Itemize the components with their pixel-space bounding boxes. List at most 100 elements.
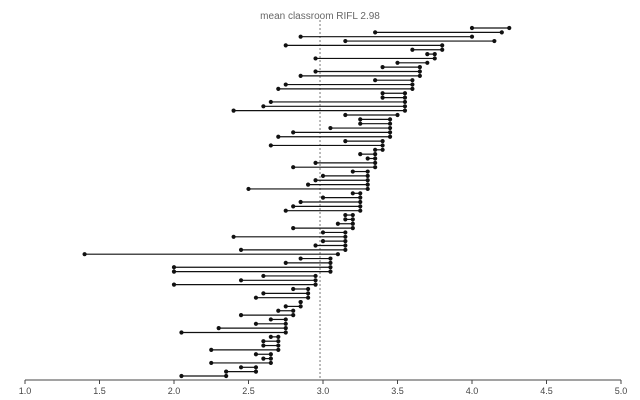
dumbbell-start-point	[358, 121, 363, 126]
dumbbell-row	[253, 352, 273, 357]
dumbbell-end-point	[373, 165, 378, 170]
dumbbell-end-point	[313, 278, 318, 283]
dumbbell-start-point	[298, 256, 303, 261]
dumbbell-start-point	[261, 343, 266, 348]
dumbbell-row	[238, 247, 348, 252]
dumbbell-row	[358, 152, 378, 157]
dumbbell-start-point	[380, 95, 385, 100]
dumbbell-row	[425, 52, 437, 57]
dumbbell-row	[365, 156, 378, 161]
dumbbell-end-point	[492, 38, 497, 44]
dumbbell-end-point	[343, 239, 348, 244]
dumbbell-row	[238, 313, 296, 318]
dumbbell-row	[238, 365, 259, 370]
dumbbell-row	[350, 191, 363, 196]
dumbbell-start-point	[246, 186, 251, 192]
dumbbell-start-point	[283, 208, 288, 213]
dumbbell-start-point	[298, 199, 303, 205]
dumbbell-start-point	[320, 239, 326, 244]
dumbbell-start-point	[358, 117, 363, 122]
dumbbell-row	[313, 243, 348, 248]
dumbbell-end-point	[373, 152, 378, 157]
dumbbell-start-point	[238, 365, 244, 370]
dumbbell-row	[171, 265, 333, 270]
dumbbell-start-point	[276, 86, 281, 91]
dumbbell-end-point	[417, 65, 422, 70]
dumbbell-end-point	[306, 291, 311, 296]
dumbbell-row	[179, 330, 288, 335]
dumbbell-end-point	[283, 317, 288, 322]
dumbbell-row	[313, 178, 370, 183]
dumbbell-end-point	[343, 234, 348, 239]
dumbbell-end-point	[365, 182, 370, 187]
dumbbell-start-point	[82, 252, 87, 257]
dumbbell-end-point	[328, 260, 333, 265]
dumbbell-end-point	[402, 108, 408, 113]
dumbbell-end-point	[298, 299, 303, 305]
dumbbell-end-point	[380, 147, 385, 152]
dumbbell-end-point	[268, 356, 273, 361]
dumbbell-row	[261, 356, 273, 361]
dumbbell-start-point	[410, 47, 415, 52]
dumbbell-start-point	[268, 99, 273, 105]
dumbbell-start-point	[313, 160, 318, 165]
dumbbell-end-point	[365, 178, 370, 183]
dumbbell-row	[298, 256, 333, 261]
dumbbell-row	[373, 78, 415, 83]
dumbbell-row	[343, 217, 355, 222]
dumbbell-row	[410, 47, 445, 52]
dumbbell-end-point	[395, 112, 400, 118]
dumbbell-row	[253, 295, 311, 300]
dumbbell-row	[313, 69, 422, 74]
dumbbell-end-point	[276, 343, 281, 348]
dumbbell-row	[343, 38, 497, 44]
dumbbell-end-point	[402, 104, 408, 109]
dumbbell-row	[276, 308, 296, 313]
dumbbell-row	[276, 86, 415, 91]
dumbbell-row	[373, 147, 385, 152]
dumbbell-end-point	[328, 269, 333, 274]
dumbbell-end-point	[365, 186, 370, 192]
dumbbell-row	[298, 73, 422, 78]
dumbbell-end-point	[387, 121, 393, 126]
dumbbell-end-point	[328, 265, 333, 270]
dumbbell-row	[350, 169, 370, 174]
dumbbell-row	[320, 230, 348, 235]
dumbbell-start-point	[283, 260, 288, 265]
dumbbell-row	[395, 60, 430, 65]
dumbbell-start-point	[298, 73, 303, 78]
dumbbell-end-point	[298, 304, 303, 309]
dumbbell-start-point	[276, 308, 281, 313]
dumbbell-row	[291, 165, 378, 170]
x-tick-label: 2.5	[242, 386, 255, 396]
dumbbell-start-point	[343, 212, 348, 218]
dumbbell-start-point	[231, 108, 236, 113]
dumbbell-start-point	[313, 178, 318, 183]
x-tick-label: 2.0	[168, 386, 181, 396]
dumbbell-start-point	[283, 43, 288, 48]
dumbbell-end-point	[410, 82, 415, 87]
dumbbell-row	[358, 121, 393, 126]
dumbbell-end-point	[276, 339, 281, 344]
dumbbell-row	[261, 291, 311, 296]
dumbbell-start-point	[261, 104, 266, 109]
dumbbell-end-point	[306, 286, 311, 292]
dumbbell-start-point	[231, 234, 236, 239]
dumbbell-row	[306, 182, 370, 187]
dumbbell-row	[179, 373, 229, 379]
dumbbell-start-point	[343, 38, 348, 44]
dumbbell-row	[373, 30, 504, 35]
dumbbell-start-point	[320, 230, 326, 235]
dumbbell-end-point	[507, 25, 512, 31]
dumbbell-start-point	[276, 134, 281, 139]
dumbbell-start-point	[224, 369, 229, 374]
dumbbell-row	[253, 321, 288, 326]
dumbbell-start-point	[238, 278, 244, 283]
dumbbell-row	[291, 226, 355, 231]
dumbbell-end-point	[410, 78, 415, 83]
dumbbell-row	[298, 299, 303, 305]
mean-reference-label: mean classroom RIFL 2.98	[260, 11, 380, 22]
dumbbell-row	[343, 139, 385, 144]
dumbbell-row	[238, 278, 318, 283]
dumbbell-row	[320, 173, 370, 178]
